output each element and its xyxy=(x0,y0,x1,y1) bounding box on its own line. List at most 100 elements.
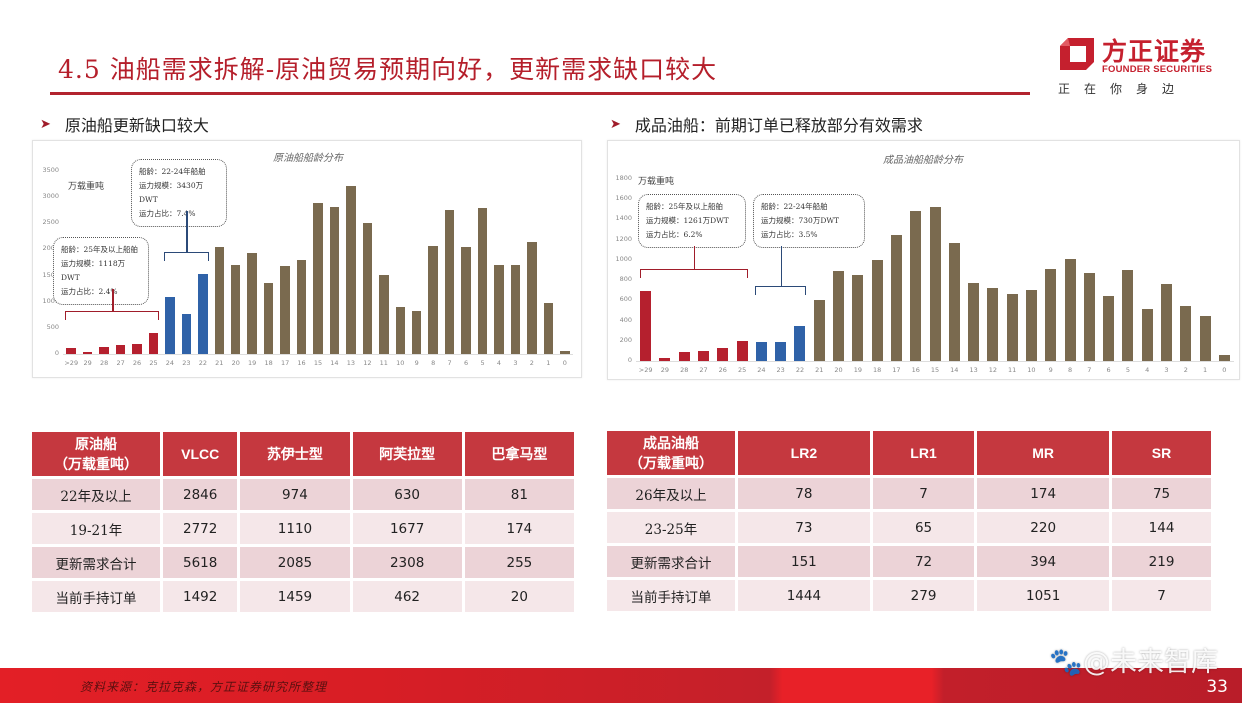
x-tick-label: 27 xyxy=(116,359,125,367)
x-tick-label: 2 xyxy=(1183,366,1188,374)
bar-24 xyxy=(755,342,767,361)
logo-chinese: 方正证券 xyxy=(1102,37,1207,66)
table-header-row: 成品油船 （万载重吨） LR2 LR1 MR SR xyxy=(607,431,1211,475)
x-tick-label: 10 xyxy=(396,359,405,367)
annotation-arrow-icon xyxy=(186,211,188,252)
x-tick-label: 24 xyxy=(165,359,175,367)
footer-bar: 资料来源：克拉克森，方正证券研究所整理 33 xyxy=(0,668,1242,703)
bar-29 xyxy=(659,357,671,361)
table-cell: 81 xyxy=(464,479,574,510)
x-tick-label: 6 xyxy=(1106,366,1111,374)
bar-15 xyxy=(929,207,941,361)
y-tick-label: 0 xyxy=(54,349,59,357)
annotation-line: 运力规模：730万DWT xyxy=(761,216,840,225)
table-cell: 2085 xyxy=(240,547,350,578)
annotation-callout: 船龄：22-24年船舶运力规模：3430万DWT 运力占比：7.4% xyxy=(131,159,227,227)
table-cell: 151 xyxy=(738,546,870,577)
table-cell: 462 xyxy=(352,581,462,612)
table-row: 更新需求合计 5618 2085 2308 255 xyxy=(32,547,574,578)
bar-13 xyxy=(346,186,356,354)
table-cell: 65 xyxy=(872,512,975,543)
x-tick-label: 4 xyxy=(496,359,502,367)
x-tick-label: 8 xyxy=(431,359,436,367)
bar-1 xyxy=(1199,315,1211,361)
annotation-line: 运力规模：3430万DWT xyxy=(139,181,204,204)
right-heading-text: 成品油船：前期订单已释放部分有效需求 xyxy=(634,116,923,135)
table-row: 更新需求合计 151 72 394 219 xyxy=(607,546,1211,577)
annotation-line: 运力占比：7.4% xyxy=(139,209,196,218)
bar-19 xyxy=(247,252,257,354)
x-tick-label: 8 xyxy=(1067,366,1073,374)
x-tick-label: 10 xyxy=(1027,366,1036,374)
x-tick-label: 3 xyxy=(1164,366,1169,374)
table-cell: 72 xyxy=(872,546,975,577)
table-cell: 1459 xyxy=(240,581,350,612)
table-cell: 219 xyxy=(1112,546,1211,577)
annotation-line: 船龄：22-24年船舶 xyxy=(139,167,206,176)
annotation-line: 运力占比：3.5% xyxy=(761,230,818,239)
page-title: 4.5 油船需求拆解-原油贸易预期向好，更新需求缺口较大 xyxy=(58,55,718,84)
table-cell: 174 xyxy=(464,513,574,544)
annotation-callout: 船龄：25年及以上船舶 运力规模：1118万DWT 运力占比：2.4% xyxy=(53,237,149,305)
bar-4 xyxy=(1141,309,1153,361)
x-tick-label: >29 xyxy=(638,366,653,374)
bar-19 xyxy=(852,275,864,361)
table-cell: 144 xyxy=(1112,512,1211,543)
bullet-arrow-icon: ➤ xyxy=(40,116,51,132)
x-tick-label: 14 xyxy=(950,366,959,374)
bar-2 xyxy=(527,242,537,354)
table-cell: 75 xyxy=(1112,478,1211,509)
x-axis-line xyxy=(63,354,573,355)
y-tick-label: 800 xyxy=(619,275,632,284)
x-tick-label: 21 xyxy=(215,359,224,367)
product-tanker-table: 成品油船 （万载重吨） LR2 LR1 MR SR 26年及以上 78 7 174 75 23-25年… xyxy=(604,428,1214,614)
column-header: LR1 xyxy=(872,431,975,475)
bar-6 xyxy=(1103,296,1115,361)
watermark: 🐾@未来智库 xyxy=(1049,640,1218,679)
table-cell: 279 xyxy=(872,580,975,611)
x-tick-label: 19 xyxy=(248,359,257,367)
table-cell: 1051 xyxy=(977,580,1110,611)
y-tick-label: 1600 xyxy=(615,194,632,203)
x-tick-label: 11 xyxy=(379,359,388,367)
column-header: 阿芙拉型 xyxy=(352,432,462,476)
bar-25 xyxy=(148,333,159,354)
annotation-callout: 船龄：22-24年船舶 运力规模：730万DWT 运力占比：3.5% xyxy=(753,194,865,248)
table-row: 26年及以上 78 7 174 75 xyxy=(607,478,1211,509)
annotation-arrow-icon xyxy=(112,289,114,312)
bar-29 xyxy=(82,352,93,354)
x-tick-label: 29 xyxy=(660,366,670,374)
bar-22 xyxy=(198,274,208,354)
crude-tanker-table: 原油船 （万载重吨） VLCC 苏伊士型 阿芙拉型 巴拿马型 22年及以上 2846 974 63… xyxy=(29,429,577,615)
column-header: 苏伊士型 xyxy=(240,432,350,476)
x-tick-label: 9 xyxy=(414,359,419,367)
x-tick-label: 2 xyxy=(529,359,534,367)
column-header: 原油船 （万载重吨） xyxy=(32,432,160,476)
y-tick-label: 1400 xyxy=(615,214,632,223)
bar-6 xyxy=(461,247,471,354)
table-cell: 630 xyxy=(352,479,462,510)
x-tick-label: 23 xyxy=(182,359,191,367)
x-tick-label: 13 xyxy=(969,366,978,374)
table-header-row: 原油船 （万载重吨） VLCC 苏伊士型 阿芙拉型 巴拿马型 xyxy=(32,432,574,476)
table-cell: 7 xyxy=(872,478,975,509)
x-tick-label: 3 xyxy=(513,359,518,367)
paw-icon: 🐾 xyxy=(1049,647,1083,678)
y-tick-label: 1200 xyxy=(615,234,632,243)
x-tick-label: 24 xyxy=(757,366,766,374)
annotation-bracket xyxy=(755,285,806,295)
x-tick-label: 20 xyxy=(834,366,843,374)
column-header: SR xyxy=(1112,431,1211,475)
bar-8 xyxy=(428,246,438,354)
bar-18 xyxy=(263,282,274,354)
annotation-line: 船龄：25年及以上船舶 xyxy=(61,245,139,254)
bar-9 xyxy=(411,311,422,354)
y-tick-label: 600 xyxy=(619,295,632,304)
table-row: 当前手持订单 1492 1459 462 20 xyxy=(32,581,574,612)
bar-3 xyxy=(1160,284,1172,361)
annotation-line: 运力规模：1261万DWT xyxy=(646,216,729,225)
bar-23 xyxy=(181,313,192,354)
x-tick-label: 15 xyxy=(930,366,940,374)
watermark-text: @未来智库 xyxy=(1083,647,1218,678)
bar-0 xyxy=(560,350,570,354)
